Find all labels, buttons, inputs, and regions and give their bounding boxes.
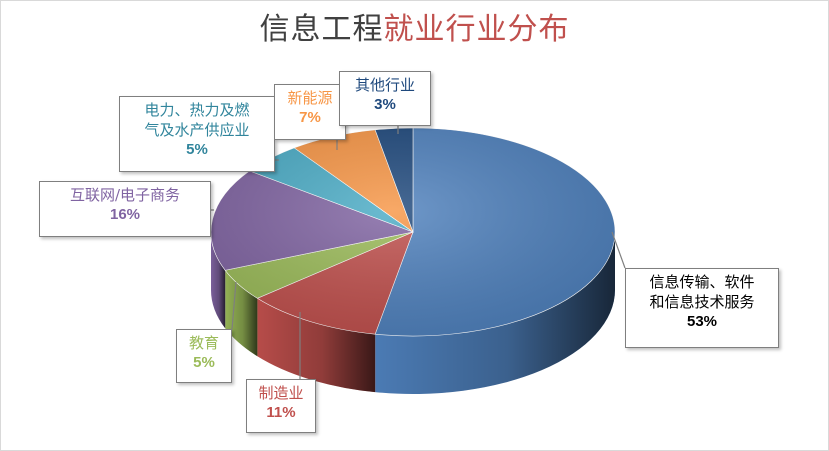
callout-2: 教育 5% bbox=[176, 329, 232, 383]
pie-side-shade-0 bbox=[375, 232, 615, 394]
callout-percent-1: 11% bbox=[266, 404, 296, 421]
callout-4: 电力、热力及燃 气及水产供应业 5% bbox=[119, 96, 275, 172]
leader-line-0 bbox=[611, 231, 626, 269]
callout-label-5-0: 新能源 bbox=[287, 89, 333, 107]
callout-label-2-0: 教育 bbox=[188, 334, 219, 352]
callout-0: 信息传输、软件 和信息技术服务 53% bbox=[625, 268, 779, 348]
callout-6: 其他行业 3% bbox=[339, 71, 431, 126]
callout-percent-0: 53% bbox=[686, 313, 718, 330]
leader-line-2 bbox=[231, 281, 237, 330]
chart-title: 信息工程就业行业分布 bbox=[0, 4, 829, 48]
callout-5: 新能源 7% bbox=[274, 84, 346, 140]
callout-label-4-1: 气及水产供应业 bbox=[144, 121, 250, 139]
callout-label-4-0: 电力、热力及燃 bbox=[144, 101, 250, 119]
callout-percent-3: 16% bbox=[109, 206, 141, 223]
callout-label-0-0: 信息传输、软件 bbox=[649, 273, 755, 291]
callout-label-3-0: 互联网/电子商务 bbox=[69, 186, 181, 204]
callout-percent-4: 5% bbox=[186, 141, 208, 158]
callout-label-1-0: 制造业 bbox=[258, 384, 304, 402]
callout-percent-5: 7% bbox=[299, 109, 321, 126]
chart-title-part2: 就业行业分布 bbox=[383, 12, 570, 47]
chart-title-part1: 信息工程 bbox=[259, 12, 384, 47]
callout-percent-6: 3% bbox=[374, 96, 396, 113]
callout-3: 互联网/电子商务 16% bbox=[39, 181, 211, 237]
callout-label-6-0: 其他行业 bbox=[354, 76, 415, 94]
callout-percent-2: 5% bbox=[193, 354, 215, 371]
callout-label-0-1: 和信息技术服务 bbox=[649, 293, 755, 311]
callout-1: 制造业 11% bbox=[246, 379, 316, 433]
